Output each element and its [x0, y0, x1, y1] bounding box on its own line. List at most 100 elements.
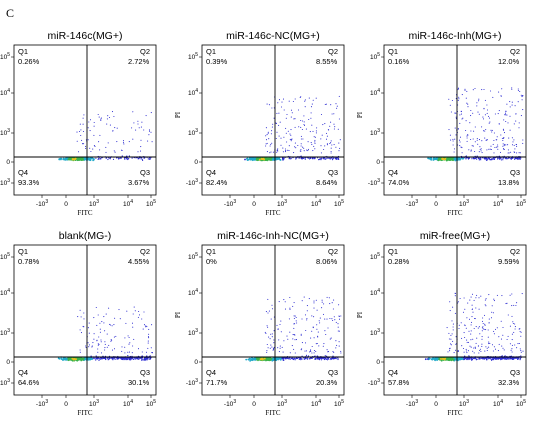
event-dot — [302, 146, 304, 148]
event-dot — [488, 294, 490, 296]
event-dot — [484, 304, 486, 306]
event-dot — [282, 151, 284, 153]
event-dot — [441, 358, 443, 360]
event-dot — [316, 127, 318, 129]
event-dot — [141, 318, 143, 320]
quadrant-name: Q2 — [328, 47, 338, 56]
event-dot — [470, 115, 472, 117]
event-dot — [340, 352, 342, 354]
y-tick-label: 0 — [376, 159, 380, 166]
event-dot — [277, 158, 279, 160]
event-dot — [446, 327, 448, 329]
event-dot — [461, 337, 463, 339]
event-dot — [126, 158, 128, 160]
y-tick-label: 0 — [194, 159, 198, 166]
event-dot — [92, 342, 94, 344]
event-dot — [147, 336, 150, 338]
event-dot — [514, 328, 516, 330]
event-dot — [79, 309, 81, 311]
event-dot — [287, 338, 289, 340]
event-dot — [148, 134, 150, 136]
event-dot — [519, 330, 521, 333]
event-dot — [465, 120, 467, 122]
event-dot — [516, 347, 518, 349]
event-dot — [515, 304, 517, 307]
event-dot — [507, 314, 509, 316]
event-dot — [520, 351, 522, 353]
event-dot — [503, 129, 505, 131]
event-dot — [83, 143, 85, 145]
event-dot — [334, 357, 336, 360]
event-dot — [269, 358, 272, 360]
quadrant-percent: 13.8% — [498, 178, 520, 187]
y-tick-label: -103 — [186, 378, 198, 387]
event-dot — [93, 333, 95, 335]
y-tick-label: 104 — [370, 88, 380, 97]
event-dot — [337, 326, 339, 328]
event-dot — [481, 343, 483, 345]
event-dot — [270, 143, 272, 145]
event-dot — [95, 357, 97, 359]
quadrant-percent: 0% — [206, 257, 217, 266]
event-dot — [277, 148, 279, 150]
event-dot — [124, 357, 126, 359]
quadrant-percent: 3.67% — [128, 178, 150, 187]
event-dot — [474, 126, 476, 128]
event-dot — [478, 158, 480, 160]
event-dot — [308, 298, 310, 300]
event-dot — [451, 333, 453, 335]
event-dot — [309, 131, 311, 133]
quadrant-name: Q4 — [206, 368, 216, 377]
event-dot — [470, 324, 472, 326]
event-dot — [293, 118, 295, 120]
event-dot — [295, 339, 298, 341]
x-tick-label: -103 — [36, 399, 48, 408]
event-dot — [301, 355, 303, 357]
event-dot — [334, 319, 336, 321]
event-dot — [143, 324, 146, 326]
quadrant-name: Q3 — [140, 368, 150, 377]
event-dot — [145, 358, 147, 360]
event-dot — [279, 323, 281, 326]
event-dot — [326, 144, 328, 146]
event-dot — [471, 359, 473, 361]
event-dot — [300, 145, 302, 147]
event-dot — [502, 347, 504, 349]
event-dot — [335, 340, 337, 342]
event-dot — [283, 136, 285, 138]
event-dot — [111, 349, 114, 351]
event-dot — [338, 330, 340, 332]
event-dot — [266, 351, 268, 354]
event-dot — [300, 157, 302, 159]
event-dot — [334, 126, 336, 128]
event-dot — [278, 112, 280, 114]
quadrant-percent: 64.6% — [18, 378, 40, 387]
event-dot — [514, 344, 516, 346]
event-dot — [271, 107, 273, 109]
event-dot — [492, 143, 494, 145]
event-dot — [484, 114, 486, 116]
event-dot — [265, 311, 267, 313]
event-dot — [497, 157, 499, 159]
plot-frame — [201, 244, 345, 396]
event-dot — [113, 115, 115, 118]
event-dot — [116, 127, 118, 129]
x-axis-label: FITC — [265, 409, 281, 417]
event-dot — [134, 358, 136, 360]
event-dot — [424, 358, 427, 361]
x-tick-label: -103 — [406, 199, 418, 208]
x-tick-label: 0 — [434, 201, 438, 208]
event-dot — [510, 158, 512, 160]
event-dot — [128, 141, 130, 143]
quadrant-percent: 0.26% — [18, 57, 40, 66]
quadrant-name: Q2 — [140, 247, 150, 256]
event-dot — [324, 318, 326, 320]
event-dot — [124, 158, 126, 160]
event-dot — [312, 158, 314, 160]
event-dot — [270, 133, 272, 135]
event-dot — [71, 357, 74, 360]
event-dot — [484, 130, 486, 132]
event-dot — [132, 111, 134, 113]
event-dot — [332, 319, 334, 322]
